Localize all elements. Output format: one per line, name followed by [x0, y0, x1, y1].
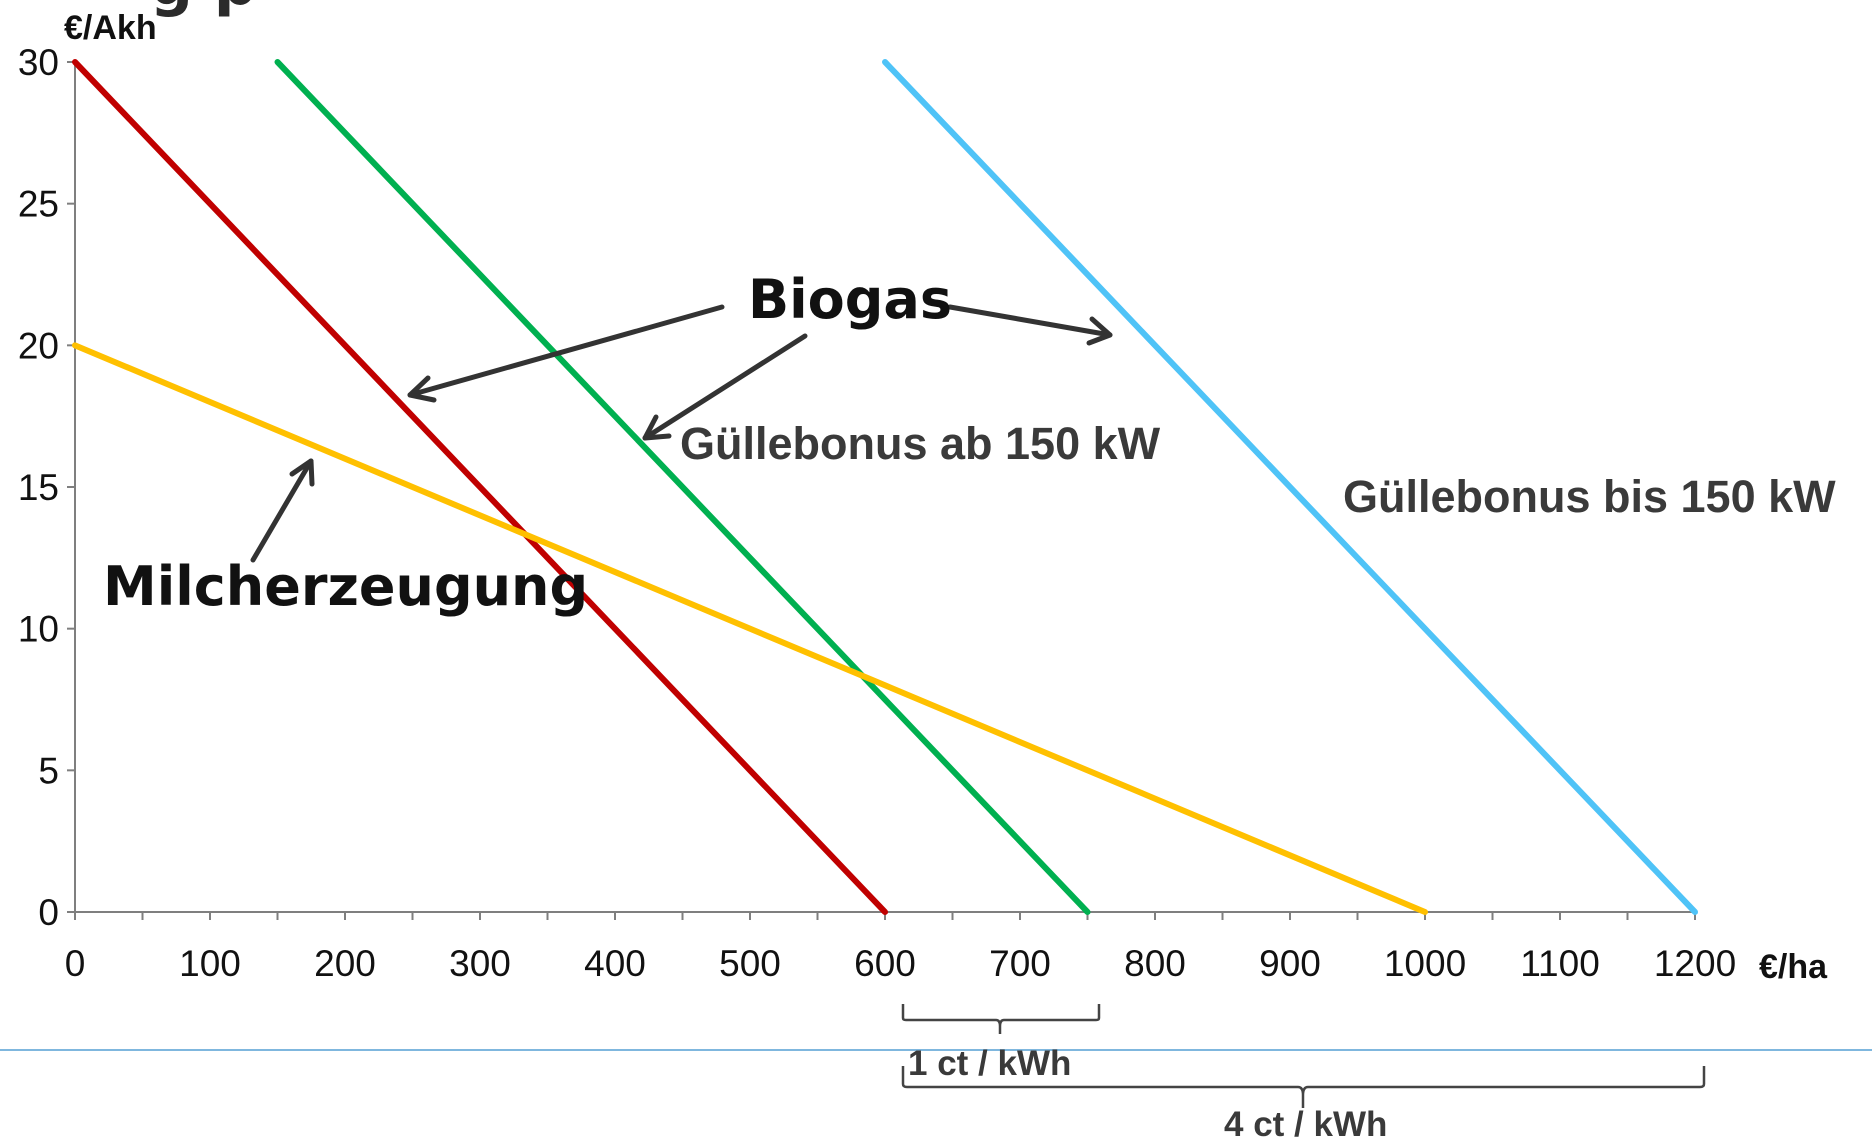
- brace-1ct: [901, 1004, 1101, 1034]
- bracket-1ct-label: 1 ct / kWh: [908, 1044, 1071, 1083]
- y-tick-label: 25: [18, 184, 59, 225]
- arrow-biogas-red: [407, 304, 725, 403]
- arrow-milch: [250, 458, 315, 563]
- y-tick-label: 10: [18, 609, 59, 650]
- biogas-label: Biogas: [748, 268, 952, 331]
- y-tick-label: 30: [18, 42, 59, 83]
- series-line-4: [72, 342, 1428, 915]
- y-tick-label: 5: [38, 750, 59, 791]
- series-line-3: [882, 59, 1698, 915]
- x-tick-label: 1100: [1520, 943, 1600, 984]
- y-tick-label: 15: [18, 467, 59, 508]
- y-axis-unit: €/Akh: [64, 9, 157, 47]
- x-tick-label: 800: [1124, 943, 1186, 984]
- svg-text:g p: g p: [150, 0, 257, 19]
- x-tick-label: 300: [449, 943, 511, 984]
- x-ticks: 0 100 200 300 400 500 600 700 800 900 1000 1100 1200: [65, 912, 1736, 984]
- x-tick-label: 100: [179, 943, 241, 984]
- title-fragment: g p: [150, 0, 257, 19]
- bracket-4ct-label: 4 ct / kWh: [1224, 1105, 1387, 1140]
- y-tick-label: 0: [38, 892, 59, 933]
- y-ticks: 0 5 10 15 20 25 30: [18, 42, 75, 933]
- series-group: [72, 59, 1698, 915]
- x-tick-label: 200: [314, 943, 376, 984]
- x-tick-label: 700: [989, 943, 1051, 984]
- milch-label: Milcherzeugung: [103, 555, 588, 618]
- x-tick-label: 600: [854, 943, 916, 984]
- x-tick-label: 400: [584, 943, 646, 984]
- x-tick-label: 900: [1259, 943, 1321, 984]
- x-tick-label: 500: [719, 943, 781, 984]
- y-tick-label: 20: [18, 325, 59, 366]
- x-axis-unit: €/ha: [1759, 948, 1828, 986]
- series-line-1: [72, 59, 888, 915]
- arrow-biogas-green: [642, 333, 808, 441]
- arrow-biogas-blue: [947, 304, 1113, 346]
- series-line-2: [274, 59, 1091, 915]
- x-tick-label: 1000: [1384, 943, 1466, 984]
- x-tick-label: 0: [65, 943, 86, 984]
- x-tick-label: 1200: [1654, 943, 1736, 984]
- brace-4ct: [901, 1066, 1706, 1108]
- annotation-arrows: [250, 304, 1113, 563]
- guelle-bis-label: Güllebonus bis 150 kW: [1343, 471, 1836, 522]
- guelle-ab-label: Güllebonus ab 150 kW: [680, 418, 1161, 469]
